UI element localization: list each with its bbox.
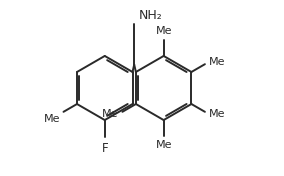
Text: Me: Me	[102, 109, 119, 119]
Text: F: F	[101, 142, 108, 155]
Text: Me: Me	[209, 57, 225, 67]
Text: NH₂: NH₂	[139, 9, 162, 22]
Text: Me: Me	[155, 26, 172, 36]
Text: Me: Me	[155, 140, 172, 150]
Text: Me: Me	[209, 109, 225, 119]
Text: Me: Me	[43, 114, 60, 124]
